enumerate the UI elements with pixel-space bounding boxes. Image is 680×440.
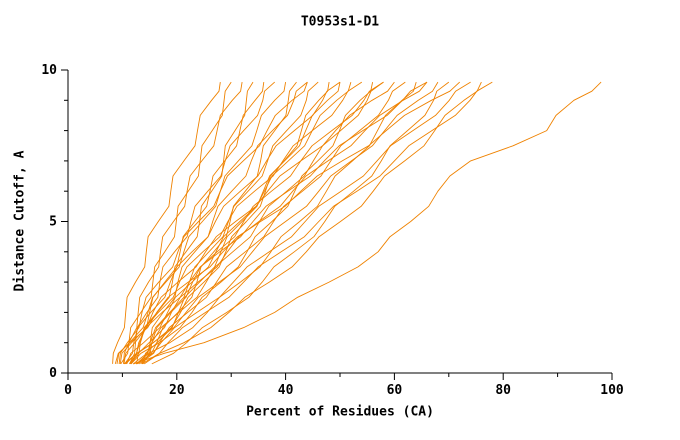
series-line: [112, 82, 221, 364]
series-line: [130, 82, 374, 365]
series-line: [141, 81, 384, 365]
series-line: [139, 81, 406, 365]
y-axis-label: Distance Cutoff, A: [12, 150, 28, 292]
series-line: [126, 81, 352, 365]
series-line: [129, 81, 439, 365]
series-line: [130, 81, 363, 365]
series-line: [124, 81, 341, 365]
x-tick-label: 0: [64, 383, 72, 398]
x-axis-label: Percent of Residues (CA): [246, 404, 434, 420]
series-line: [151, 81, 450, 365]
y-tick-label: 5: [49, 215, 57, 230]
series-line: [135, 81, 471, 365]
series-line: [136, 81, 428, 364]
series-line: [123, 82, 243, 364]
series-line: [136, 81, 319, 365]
x-tick-label: 100: [600, 383, 624, 398]
series-line: [114, 81, 461, 365]
series-line: [142, 81, 308, 365]
series-line: [136, 81, 417, 365]
series-line: [125, 81, 428, 365]
x-tick-label: 60: [387, 383, 403, 398]
x-tick-label: 40: [278, 383, 294, 398]
series-line: [123, 82, 265, 364]
x-tick-label: 20: [169, 383, 185, 398]
chart-title: T0953s1-D1: [300, 14, 380, 30]
series-line: [116, 82, 287, 364]
series-line: [133, 81, 602, 365]
series-line: [118, 81, 308, 364]
series-line: [141, 81, 493, 365]
x-tick-label: 80: [495, 383, 511, 398]
series-line: [142, 82, 341, 365]
y-tick-label: 10: [41, 63, 57, 78]
y-tick-label: 0: [49, 366, 57, 381]
series-line: [143, 81, 482, 365]
